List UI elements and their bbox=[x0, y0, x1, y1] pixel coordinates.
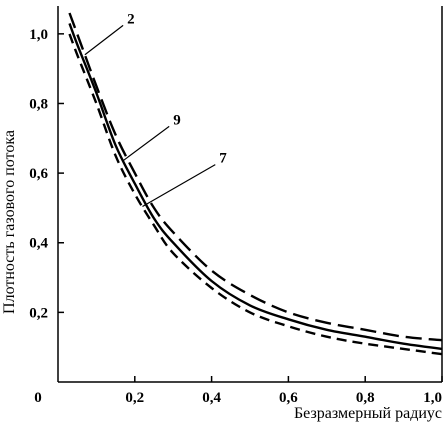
x-tick-group: 0,2 0,4 0,6 0,8 1,0 bbox=[125, 376, 443, 406]
x-origin-label: 0 bbox=[34, 390, 42, 406]
curve-series-9 bbox=[68, 22, 443, 351]
y-tick-label: 0,6 bbox=[29, 166, 48, 182]
y-tick-label: 0,8 bbox=[29, 96, 48, 112]
y-tick-label: 0,4 bbox=[29, 236, 48, 252]
x-tick-label: 0,4 bbox=[202, 390, 221, 406]
x-tick-label: 0,8 bbox=[356, 390, 375, 406]
y-axis-label: Плотность газового потока bbox=[1, 130, 18, 314]
x-tick-label: 1,0 bbox=[423, 390, 442, 406]
y-tick-label: 0,2 bbox=[29, 305, 48, 321]
curve-label-9: 9 bbox=[173, 112, 181, 128]
annotation-group: 2 9 7 bbox=[84, 11, 227, 208]
curve-group bbox=[68, 12, 443, 356]
x-tick-label: 0,2 bbox=[125, 390, 144, 406]
curve-series-7 bbox=[68, 33, 443, 356]
x-tick-label: 0,6 bbox=[279, 390, 298, 406]
curve-series-2 bbox=[68, 12, 443, 342]
curve-label-2: 2 bbox=[127, 11, 134, 27]
annotation-leader bbox=[122, 125, 170, 162]
annotation-leader bbox=[142, 164, 216, 208]
curve-label-7: 7 bbox=[219, 151, 227, 167]
y-tick-group: 0,2 0,4 0,6 0,8 1,0 bbox=[29, 27, 64, 321]
x-axis-label: Безразмерный радиус bbox=[294, 405, 442, 422]
annotation-leader bbox=[84, 24, 124, 56]
y-tick-label: 1,0 bbox=[29, 27, 48, 43]
